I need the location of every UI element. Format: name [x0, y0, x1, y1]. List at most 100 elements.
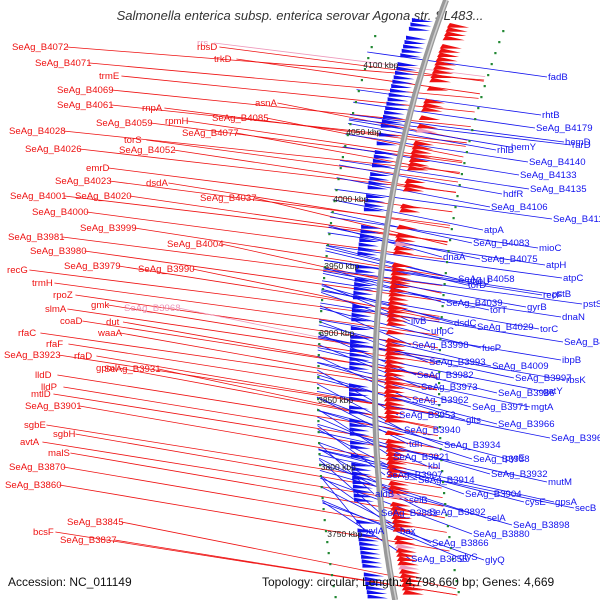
gene-label: torD [468, 280, 486, 291]
reverse-gene-arrow [367, 185, 388, 190]
forward-gene-arrow [390, 506, 412, 511]
gene-label: SeAg_B4114 [553, 214, 600, 225]
forward-gene-arrow [442, 35, 465, 41]
reverse-gene-arrow [359, 233, 381, 238]
gene-label: sgbH [53, 429, 75, 440]
forward-gene-arrow [392, 522, 414, 528]
gene-label: pyrE [505, 453, 525, 464]
tick-dot [320, 486, 323, 489]
forward-gene-arrow [384, 371, 406, 377]
gene-label: pstB [552, 289, 571, 300]
forward-gene-arrow [396, 556, 419, 561]
forward-gene-arrow [391, 518, 413, 524]
tick-dot [317, 431, 320, 434]
tick-dot [455, 580, 458, 583]
reverse-gene-arrow [378, 132, 400, 137]
gene-label: selB [409, 495, 428, 506]
gene-label: mutM [548, 477, 572, 488]
gene-label: SeAg_B4052 [119, 145, 176, 156]
reverse-gene-arrow [353, 286, 374, 291]
reverse-gene-arrow [351, 466, 372, 471]
gene-label: SeAg_B3837 [60, 535, 117, 546]
tick-dot [468, 140, 471, 143]
tick-dot [446, 261, 449, 264]
connector-line [327, 232, 546, 266]
forward-gene-arrow [389, 493, 411, 498]
tick-dot [321, 288, 325, 291]
kbp-tick-label: 3950 kbp [324, 261, 359, 271]
reverse-gene-arrow [397, 62, 419, 66]
gene-label: slmA [45, 304, 67, 315]
forward-gene-arrow [394, 539, 416, 545]
gene-label: SeAg_B3845 [67, 517, 124, 528]
gene-label: SeAg_B4106 [491, 202, 548, 213]
reverse-gene-arrow [369, 176, 390, 181]
tick-dot [451, 558, 454, 561]
reverse-gene-arrow [403, 44, 425, 49]
gene-label: mtlD [31, 389, 51, 400]
tick-dot [317, 409, 320, 412]
reverse-gene-arrow [370, 172, 391, 176]
accession-label: Accession: NC_011149 [8, 575, 132, 589]
forward-gene-arrow [407, 161, 430, 167]
gene-label: SeAg_B3966 [498, 419, 555, 430]
gene-label: gmk [91, 300, 109, 311]
gene-label: kbl [428, 461, 440, 472]
connector-line [318, 324, 492, 367]
forward-gene-arrow [445, 27, 468, 32]
tick-dot [357, 90, 360, 93]
forward-gene-arrow [384, 350, 406, 356]
forward-gene-arrow [385, 447, 407, 452]
reverse-gene-arrow [387, 97, 409, 102]
connector-line [317, 423, 491, 475]
connector-line [318, 337, 566, 381]
gene-label: rhlB [497, 145, 514, 156]
reverse-gene-arrow [357, 251, 378, 256]
kbp-tick-label: 4100 kbp [363, 60, 398, 70]
forward-gene-arrow [384, 359, 406, 364]
tick-dot [438, 360, 441, 363]
gene-label: atpA [484, 225, 504, 236]
forward-gene-arrow [396, 552, 418, 557]
gene-label: SeAg_B3860 [5, 480, 62, 491]
gene-label: uhpC [431, 326, 454, 337]
backbone-highlight [375, 0, 448, 600]
connector-line [350, 114, 565, 143]
connector-line [146, 139, 459, 183]
tick-dot [498, 41, 501, 44]
tick-dot [374, 35, 377, 38]
reverse-gene-arrow [349, 365, 370, 370]
forward-gene-arrow [415, 128, 438, 133]
genome-title: Salmonella enterica subsp. enterica sero… [116, 8, 484, 23]
gene-label: torT [490, 305, 507, 316]
connector-line [353, 101, 536, 129]
forward-gene-arrow [389, 279, 411, 284]
gene-label: xylA [366, 526, 385, 537]
forward-gene-arrow [385, 329, 407, 335]
forward-gene-arrow [407, 165, 429, 171]
forward-gene-arrow [399, 573, 421, 578]
forward-gene-arrow [434, 60, 457, 66]
tick-dot [438, 393, 441, 396]
reverse-gene-arrow [410, 22, 432, 27]
gene-label: rbsK [566, 375, 586, 386]
gene-label: SeAg_B4072 [12, 42, 69, 53]
backbone-arc [372, 0, 449, 600]
tick-dot [440, 459, 443, 462]
gene-label: ilvB [411, 316, 426, 327]
reverse-gene-arrow [352, 304, 373, 308]
connector-line [63, 386, 439, 449]
tick-dot [337, 178, 340, 181]
tick-dot [318, 343, 321, 346]
reverse-gene-arrow [361, 224, 382, 229]
gene-label: SeAg_B3881 [381, 508, 438, 519]
tick-dot [317, 354, 320, 357]
reverse-gene-arrow [372, 163, 393, 168]
connector-line [323, 268, 583, 305]
forward-gene-arrow [399, 203, 422, 209]
gene-label: torC [540, 324, 558, 335]
connector-line [317, 349, 498, 394]
reverse-gene-arrow [357, 528, 378, 533]
gene-label: SeAg_B3907 [386, 470, 443, 481]
gene-label: SeAg_B3870 [9, 462, 66, 473]
